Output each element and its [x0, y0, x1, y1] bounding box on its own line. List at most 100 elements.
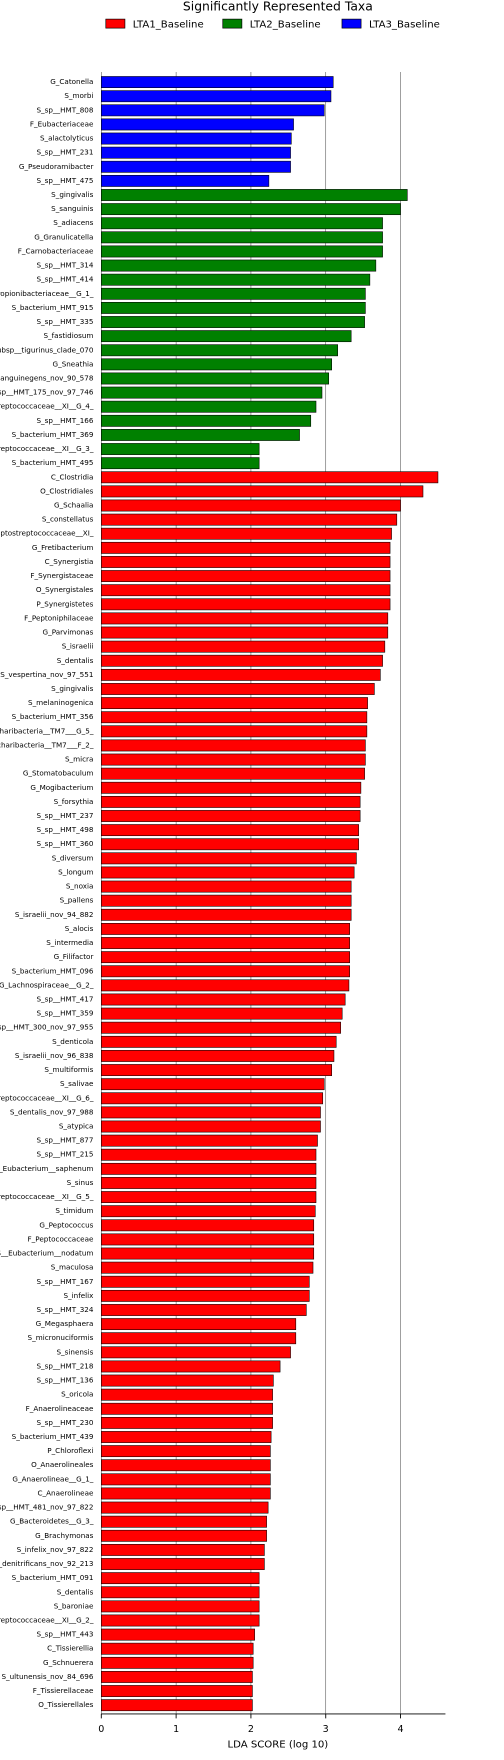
y-tick-label: S_melaninogenica: [28, 698, 93, 707]
y-tick-label: C_Tissierellia: [47, 1644, 93, 1653]
bar: [101, 513, 398, 526]
y-tick-label: S_sp__HMT_498: [36, 825, 93, 834]
bar: [101, 923, 350, 935]
bar: [101, 1600, 260, 1613]
bar: [101, 1247, 315, 1260]
legend-label: LTA1_Baseline: [133, 20, 204, 31]
y-tick-label: S_micronuciformis: [28, 1333, 94, 1342]
y-tick-label: S_sp__HMT_808: [36, 105, 93, 114]
y-tick-label: S_micra: [65, 755, 93, 764]
bar: [101, 1656, 254, 1669]
bar: [101, 471, 439, 484]
y-tick-label: S_sp__HMT_443: [36, 1630, 93, 1639]
bar: [101, 1487, 271, 1500]
legend-label: LTA2_Baseline: [250, 20, 321, 31]
y-tick-label: charibacteria__TM7___F_2_: [0, 740, 94, 749]
y-tick-label: G_Filifactor: [54, 952, 94, 961]
y-tick-label: C_Synergistia: [45, 557, 94, 566]
y-tick-label: S_sp__HMT_335: [36, 317, 93, 326]
y-tick-label: C_Clostridia: [51, 472, 94, 481]
bar: [101, 1671, 253, 1683]
y-tick-label: G_Bacteroidetes__G_3_: [10, 1517, 94, 1526]
x-tick-label: 0: [98, 1724, 104, 1735]
bar: [101, 1572, 260, 1585]
x-tick-label: 4: [398, 1724, 404, 1735]
bar: [101, 118, 294, 131]
bar: [101, 189, 408, 201]
y-tick-label: F_Carnobacteriaceae: [18, 246, 94, 255]
y-tick-label: S_bacterium_HMT_356: [12, 712, 94, 721]
y-tick-label: S_vespertina_nov_97_551: [0, 670, 93, 679]
bar: [101, 287, 366, 300]
bar: [101, 1544, 265, 1556]
y-tick-label: S_gingivalis: [51, 190, 93, 199]
legend-swatch: [105, 18, 126, 29]
bar: [101, 174, 270, 187]
bar: [101, 1515, 267, 1528]
bar: [101, 527, 392, 540]
y-tick-label: S_israelii_nov_94_882: [15, 910, 94, 919]
bar: [101, 1219, 315, 1232]
y-tick-label: F_Eubacteriaceae: [30, 119, 94, 128]
bar: [101, 330, 352, 343]
bar: [101, 697, 368, 710]
bar: [101, 852, 357, 865]
y-tick-label: S_noxia: [66, 882, 94, 891]
bar: [101, 711, 368, 724]
y-tick-label: charibacteria__TM7___G_5_: [0, 726, 94, 735]
y-tick-label: S_israelii: [62, 642, 94, 651]
bar: [101, 104, 325, 117]
y-tick-label: G_Catonella: [50, 77, 93, 86]
y-tick-label: G_Brachymonas: [35, 1531, 94, 1540]
bar: [101, 640, 386, 653]
x-tick-label: 1: [173, 1724, 179, 1735]
bar: [101, 273, 371, 286]
bar: [101, 598, 391, 611]
bar: [101, 90, 332, 103]
y-tick-label: S_bacterium_HMT_096: [12, 966, 94, 975]
bar: [101, 217, 383, 230]
chart-title: Significantly Represented Taxa: [183, 0, 373, 13]
bar: [101, 1318, 297, 1331]
y-tick-label: F_Tissierellaceae: [33, 1686, 94, 1695]
y-tick-label: S_bacterium_HMT_091: [12, 1573, 94, 1582]
bar: [101, 626, 389, 639]
bar: [101, 1388, 273, 1401]
y-tick-label: S_sp__HMT_417: [36, 994, 93, 1003]
bar: [101, 1558, 265, 1570]
y-tick-label: G_Mogibacterium: [30, 783, 93, 792]
y-tick-label: S_atypica: [59, 1122, 94, 1131]
bar: [101, 400, 317, 413]
bar: [101, 1261, 314, 1274]
y-tick-label: S__Eubacterium__nodatum: [0, 1249, 93, 1258]
y-tick-label: F_Peptoniphilaceae: [24, 613, 94, 622]
y-tick-label: S_diversum: [52, 853, 94, 862]
bar: [101, 1614, 260, 1627]
bar: [101, 160, 291, 173]
bar: [101, 1685, 253, 1697]
y-tick-label: S_dentalis: [57, 1587, 94, 1596]
bar: [101, 1007, 343, 1020]
bar: [101, 1035, 337, 1048]
legend-label: LTA3_Baseline: [369, 20, 440, 31]
bar: [101, 937, 350, 949]
y-tick-label: S_bacterium_HMT_369: [12, 430, 94, 439]
y-tick-label: S_israelii_nov_96_838: [15, 1051, 94, 1060]
bar: [101, 358, 333, 371]
y-tick-label: S_timidum: [55, 1206, 93, 1215]
bar: [101, 584, 391, 597]
bar: [101, 372, 330, 385]
bar: [101, 1346, 291, 1359]
y-tick-label: S_sp__HMT_215: [36, 1150, 93, 1159]
y-tick-label: S_denticola: [52, 1037, 93, 1046]
y-tick-label: sp__HMT_300_nov_97_955: [0, 1023, 93, 1032]
y-tick-label: S_bacterium_HMT_495: [12, 458, 94, 467]
y-tick-label: S_bacterium_HMT_439: [12, 1432, 94, 1441]
bar: [101, 457, 260, 470]
bar: [101, 1473, 271, 1486]
y-tick-label: reptococcaceae__XI__G_2_: [0, 1615, 94, 1624]
y-tick-label: S_sp__HMT_414: [36, 275, 93, 284]
bar: [101, 1445, 271, 1458]
bar: [101, 1191, 317, 1203]
bar: [101, 767, 365, 780]
